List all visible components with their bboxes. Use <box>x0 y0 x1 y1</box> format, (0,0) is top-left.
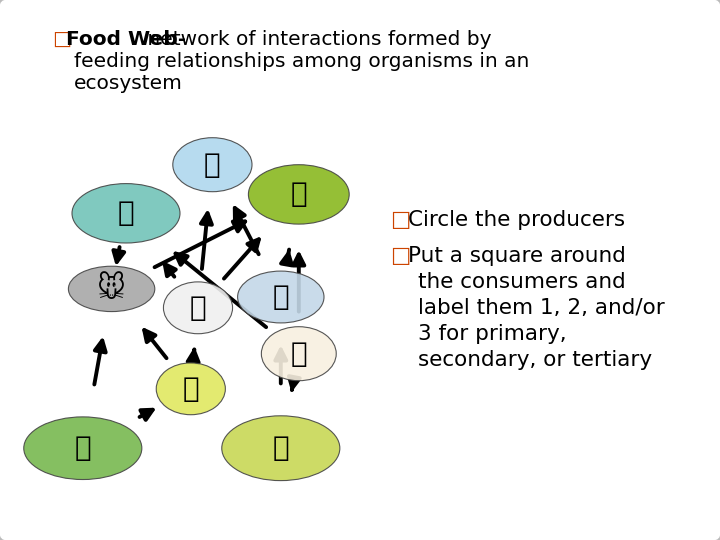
Ellipse shape <box>68 266 155 312</box>
Ellipse shape <box>163 282 233 334</box>
Text: 🐸: 🐸 <box>189 294 207 322</box>
Ellipse shape <box>248 165 349 224</box>
Text: 🐍: 🐍 <box>290 180 307 208</box>
Text: □: □ <box>390 246 410 266</box>
Text: Put a square around: Put a square around <box>408 246 626 266</box>
Text: □: □ <box>52 30 71 49</box>
Text: 🦉: 🦉 <box>204 151 221 179</box>
Text: 🍓: 🍓 <box>272 434 289 462</box>
Text: label them 1, 2, and/or: label them 1, 2, and/or <box>418 299 665 319</box>
Text: 🦊: 🦊 <box>117 199 135 227</box>
Ellipse shape <box>72 184 180 243</box>
Text: 🌿: 🌿 <box>74 434 91 462</box>
Ellipse shape <box>222 416 340 481</box>
Ellipse shape <box>238 271 324 323</box>
Text: 🐭: 🐭 <box>97 275 126 303</box>
Text: the consumers and: the consumers and <box>418 272 626 292</box>
Text: 🐇: 🐇 <box>272 283 289 311</box>
Ellipse shape <box>24 417 142 480</box>
Text: 3 for primary,: 3 for primary, <box>418 325 567 345</box>
Ellipse shape <box>173 138 252 192</box>
Text: 🐿: 🐿 <box>290 340 307 368</box>
Text: feeding relationships among organisms in an: feeding relationships among organisms in… <box>74 52 529 71</box>
Text: ecosystem: ecosystem <box>74 74 183 93</box>
Text: 🌽: 🌽 <box>182 375 199 403</box>
Text: secondary, or tertiary: secondary, or tertiary <box>418 350 652 370</box>
Text: Food Web-: Food Web- <box>66 30 186 49</box>
Ellipse shape <box>156 363 225 415</box>
Text: □: □ <box>390 210 410 230</box>
Ellipse shape <box>261 327 336 381</box>
Text: Circle the producers: Circle the producers <box>408 210 625 230</box>
Text: network of interactions formed by: network of interactions formed by <box>141 30 492 49</box>
